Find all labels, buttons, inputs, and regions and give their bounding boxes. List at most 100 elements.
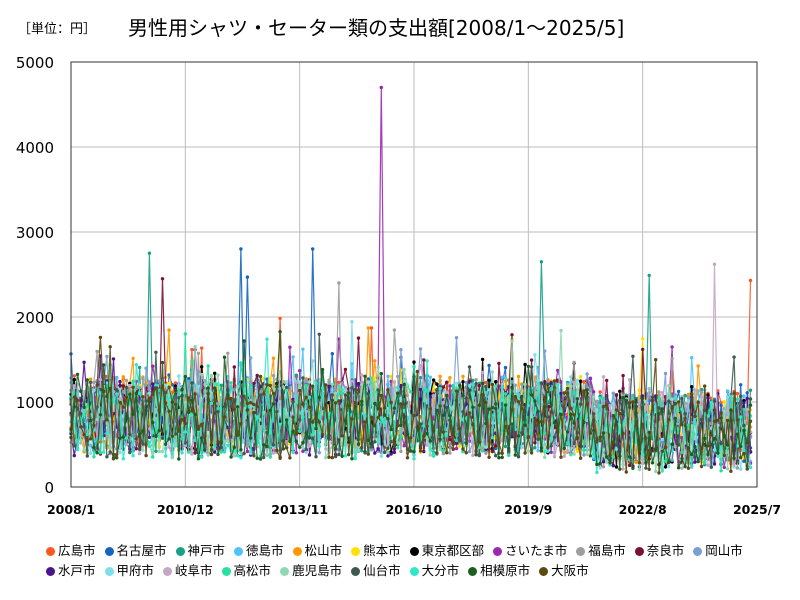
data-point bbox=[399, 423, 403, 427]
data-point bbox=[680, 466, 684, 470]
data-point bbox=[88, 377, 93, 381]
data-point bbox=[265, 444, 269, 449]
data-point bbox=[631, 396, 635, 401]
data-point bbox=[144, 399, 148, 403]
data-point bbox=[160, 360, 165, 365]
data-point bbox=[670, 356, 674, 361]
data-point bbox=[412, 364, 416, 369]
y-tick-label: 0 bbox=[44, 479, 54, 497]
data-point bbox=[631, 466, 635, 470]
data-point bbox=[154, 386, 158, 390]
data-point bbox=[507, 453, 511, 457]
data-point bbox=[435, 382, 439, 386]
data-point bbox=[431, 427, 436, 431]
data-point bbox=[445, 451, 449, 455]
data-point bbox=[722, 465, 726, 470]
data-point bbox=[147, 386, 152, 390]
legend-item: 神戸市 bbox=[175, 541, 225, 561]
data-point bbox=[654, 447, 658, 451]
data-point bbox=[706, 396, 710, 400]
data-point bbox=[539, 381, 544, 385]
data-point bbox=[196, 351, 201, 355]
data-point bbox=[216, 373, 220, 377]
data-point bbox=[376, 365, 380, 369]
data-point bbox=[108, 446, 112, 450]
legend-item: 徳島市 bbox=[234, 541, 284, 561]
legend-item: 熊本市 bbox=[351, 541, 401, 561]
data-point bbox=[435, 451, 439, 455]
data-point bbox=[268, 408, 272, 413]
data-point bbox=[88, 418, 93, 423]
data-point bbox=[441, 451, 446, 456]
data-point bbox=[582, 380, 586, 384]
data-point bbox=[134, 363, 138, 367]
data-point bbox=[304, 380, 308, 384]
data-point bbox=[556, 368, 560, 373]
data-point bbox=[425, 424, 429, 428]
data-point bbox=[216, 406, 220, 411]
data-point bbox=[324, 383, 328, 387]
data-point bbox=[686, 396, 691, 400]
data-point bbox=[343, 367, 348, 372]
data-point bbox=[739, 467, 743, 471]
legend-marker bbox=[234, 546, 244, 556]
data-point bbox=[598, 435, 602, 439]
data-point bbox=[154, 434, 158, 438]
data-point bbox=[402, 444, 406, 448]
data-point bbox=[144, 366, 148, 370]
data-point bbox=[703, 384, 707, 388]
data-point bbox=[536, 409, 540, 414]
data-point bbox=[164, 383, 168, 387]
legend-label: 相模原市 bbox=[480, 563, 531, 578]
data-point bbox=[676, 400, 681, 404]
data-point bbox=[575, 397, 579, 401]
data-point bbox=[298, 388, 302, 393]
data-point bbox=[725, 418, 730, 423]
data-point bbox=[245, 401, 250, 406]
data-point bbox=[516, 374, 521, 379]
data-point bbox=[464, 396, 468, 400]
data-point bbox=[533, 399, 537, 403]
data-point bbox=[183, 430, 187, 434]
data-point bbox=[369, 445, 374, 449]
data-point bbox=[82, 432, 86, 437]
data-point bbox=[428, 375, 432, 379]
data-point bbox=[448, 418, 452, 422]
data-point bbox=[500, 382, 504, 387]
data-point bbox=[422, 387, 426, 392]
data-point bbox=[680, 450, 684, 454]
data-point bbox=[180, 418, 184, 422]
data-point bbox=[284, 388, 289, 393]
data-point bbox=[258, 457, 263, 461]
data-point bbox=[183, 441, 187, 445]
data-point bbox=[183, 332, 187, 336]
data-point bbox=[157, 428, 161, 433]
legend-item: 奈良市 bbox=[634, 541, 684, 561]
data-point bbox=[539, 260, 544, 264]
data-point bbox=[79, 412, 83, 416]
data-point bbox=[503, 444, 508, 449]
data-point bbox=[693, 437, 697, 441]
data-point bbox=[304, 447, 308, 451]
data-point bbox=[471, 453, 475, 458]
data-point bbox=[438, 447, 442, 452]
data-point bbox=[523, 451, 527, 455]
data-point bbox=[343, 393, 348, 397]
legend-label: さいたま市 bbox=[505, 543, 568, 558]
data-point bbox=[471, 382, 475, 386]
data-point bbox=[229, 404, 233, 409]
legend-marker bbox=[576, 546, 586, 556]
data-point bbox=[141, 395, 145, 399]
data-point bbox=[373, 359, 377, 363]
data-point bbox=[288, 408, 292, 412]
data-point bbox=[79, 425, 83, 429]
data-point bbox=[314, 426, 318, 431]
data-point bbox=[683, 401, 687, 406]
data-point bbox=[595, 399, 599, 403]
data-point bbox=[317, 444, 321, 448]
data-point bbox=[307, 436, 312, 440]
data-point bbox=[575, 449, 579, 454]
data-point bbox=[298, 385, 302, 389]
data-point bbox=[520, 382, 524, 387]
data-point bbox=[405, 456, 410, 460]
